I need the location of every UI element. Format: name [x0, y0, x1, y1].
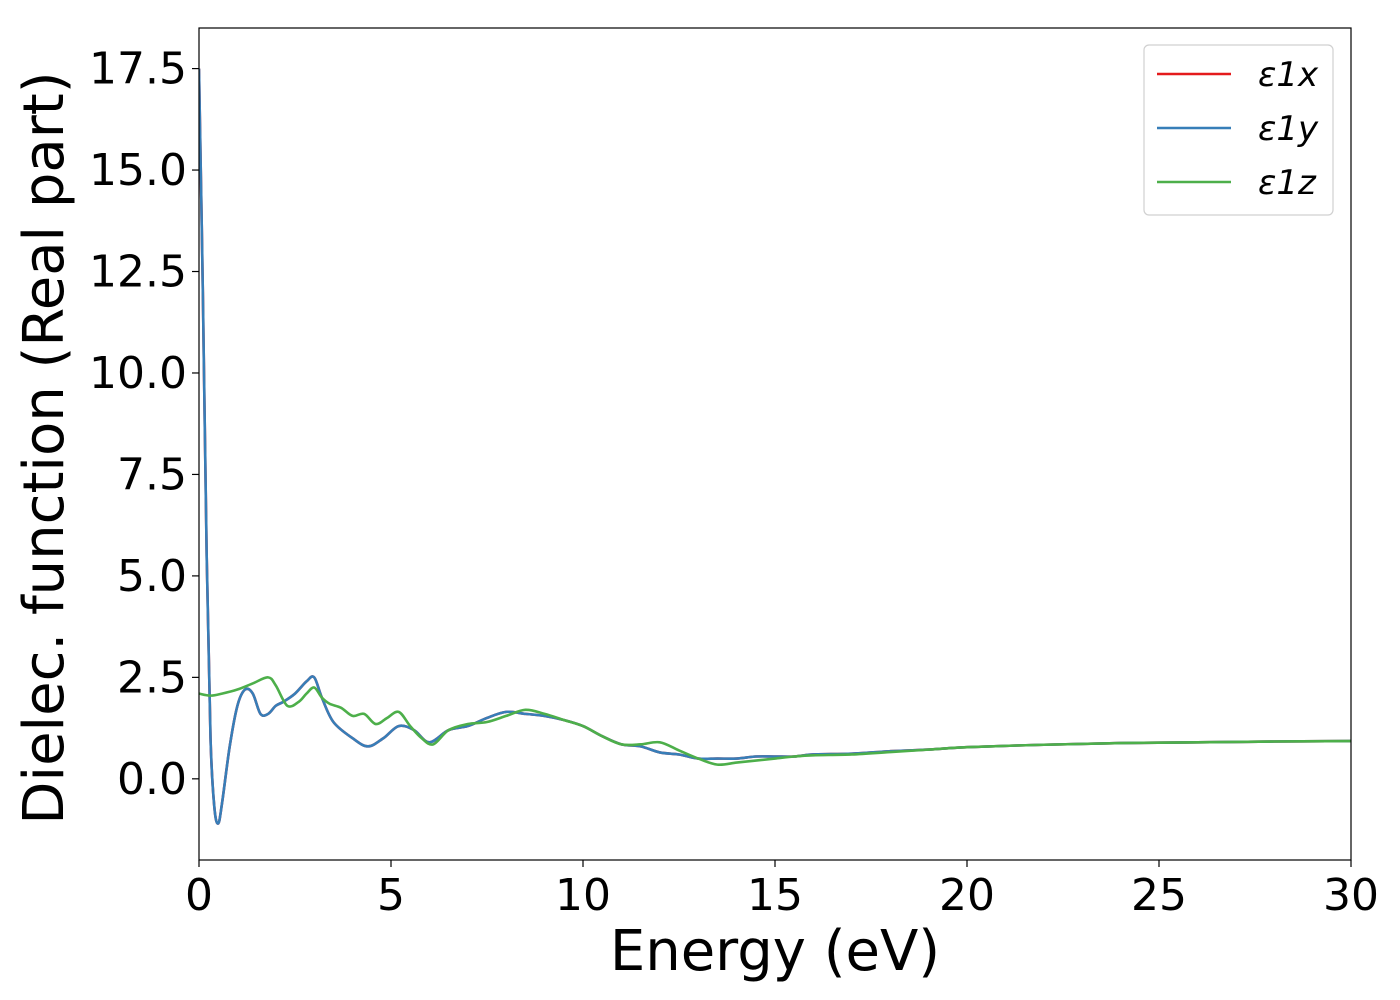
- legend-box: [1143, 44, 1334, 216]
- series-line-3: [199, 676, 1351, 767]
- legend: ε1x ε1y ε1z: [1143, 44, 1334, 216]
- y-tick-label: 0.0: [117, 754, 187, 805]
- x-tick-label: 10: [555, 870, 611, 921]
- x-tick-label: 30: [1323, 870, 1379, 921]
- x-axis-title: Energy (eV): [610, 919, 940, 984]
- y-tick-label: 10.0: [89, 348, 187, 399]
- y-tick-label: 15.0: [89, 145, 187, 196]
- legend-label-2: ε1y: [1258, 109, 1319, 149]
- x-tick-label: 20: [939, 870, 995, 921]
- series-layer: [199, 68, 1351, 825]
- y-tick-label: 5.0: [117, 551, 187, 602]
- x-tick-label: 15: [747, 870, 803, 921]
- x-tick-label: 0: [185, 870, 213, 921]
- legend-label-3: ε1z: [1258, 163, 1317, 203]
- x-axis: 0 5 10 15 20 25 30: [185, 860, 1379, 921]
- y-axis: 0.0 2.5 5.0 7.5 10.0 12.5 15.0 17.5: [89, 44, 199, 805]
- y-tick-label: 7.5: [117, 449, 187, 500]
- y-tick-label: 17.5: [89, 44, 187, 95]
- legend-label-1: ε1x: [1258, 55, 1319, 95]
- y-axis-title: Dielec. function (Real part): [12, 71, 77, 824]
- x-tick-label: 25: [1131, 870, 1187, 921]
- y-tick-label: 2.5: [117, 652, 187, 703]
- x-tick-label: 5: [377, 870, 405, 921]
- y-tick-label: 12.5: [89, 247, 187, 298]
